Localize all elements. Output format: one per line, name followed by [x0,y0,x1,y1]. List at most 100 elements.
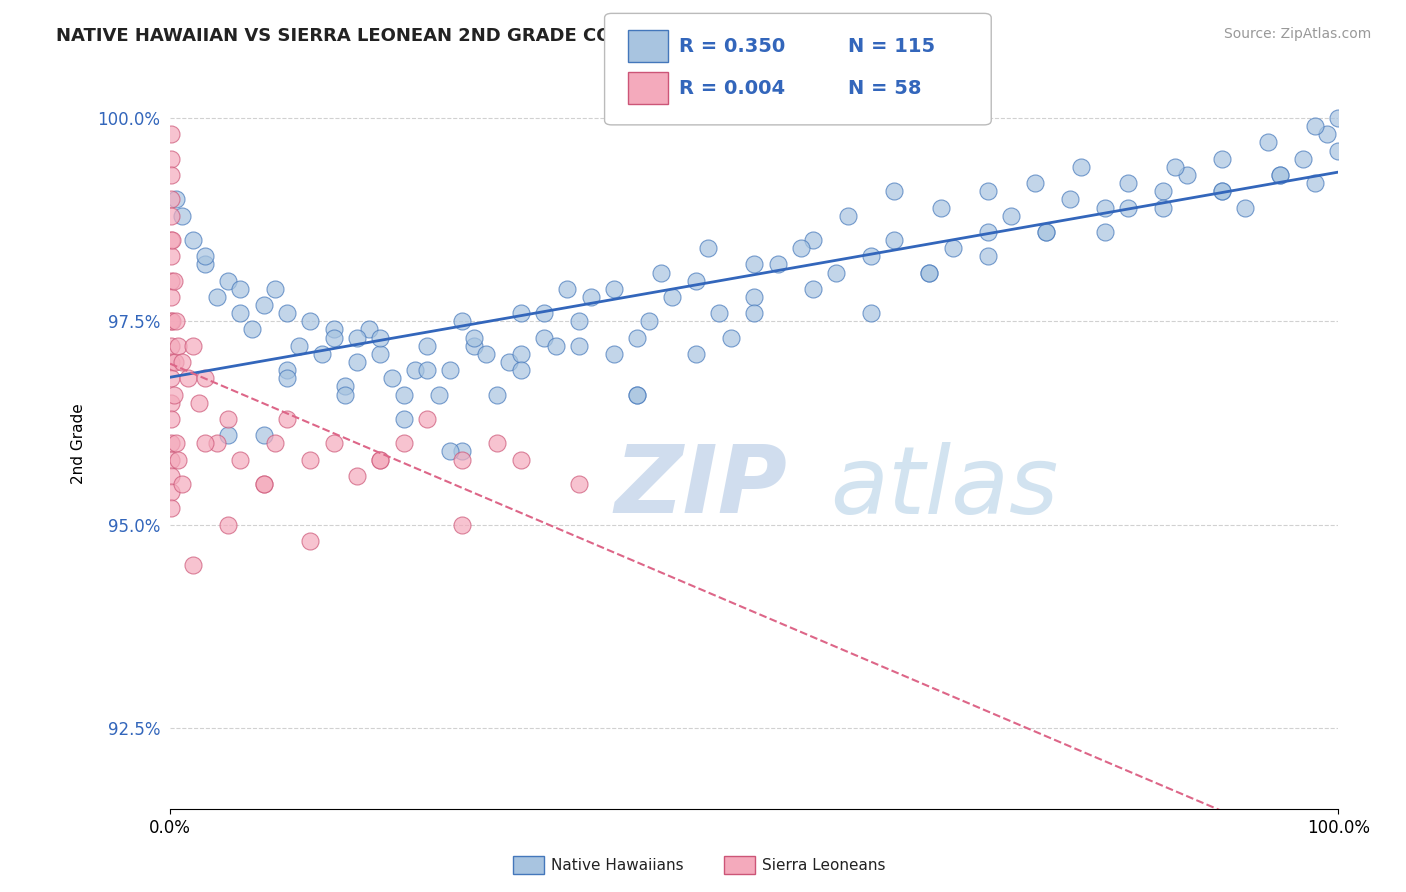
Point [416,412,439,426]
Point [860,306,883,320]
Point [194,436,217,450]
Point [1035,225,1057,239]
Point [160,452,183,467]
Point [404,363,426,377]
Point [486,436,509,450]
Point [626,387,648,401]
Point [165,193,187,207]
Point [167,452,190,467]
Point [160,274,183,288]
Point [696,241,718,255]
Y-axis label: 2nd Grade: 2nd Grade [72,403,86,483]
Point [790,241,813,255]
Point [163,355,186,369]
Point [218,412,240,426]
Point [311,347,333,361]
Point [160,233,183,247]
Point [1094,201,1116,215]
Point [370,330,392,344]
Point [555,282,578,296]
Point [160,395,183,409]
Point [252,428,274,442]
Point [1152,201,1174,215]
Point [1000,209,1022,223]
Point [626,387,648,401]
Point [346,468,368,483]
Point [709,306,731,320]
Point [160,290,183,304]
Point [170,209,193,223]
Point [160,193,183,207]
Point [276,371,298,385]
Point [603,282,626,296]
Point [346,355,368,369]
Point [977,184,1000,198]
Point [568,339,591,353]
Point [357,322,380,336]
Point [299,452,322,467]
Point [392,387,415,401]
Text: Sierra Leoneans: Sierra Leoneans [762,858,886,872]
Point [860,249,883,263]
Point [160,152,183,166]
Point [451,452,474,467]
Point [188,395,211,409]
Point [264,436,287,450]
Point [486,387,509,401]
Point [229,282,252,296]
Point [346,330,368,344]
Point [742,257,765,271]
Point [1164,160,1187,174]
Point [205,436,228,450]
Point [276,412,298,426]
Point [685,347,707,361]
Point [162,274,184,288]
Point [194,257,217,271]
Point [568,314,591,328]
Point [1316,128,1339,142]
Text: N = 115: N = 115 [848,37,935,56]
Point [160,371,183,385]
Point [1059,193,1081,207]
Point [170,477,193,491]
Point [160,249,183,263]
Text: Native Hawaiians: Native Hawaiians [551,858,683,872]
Point [1070,160,1092,174]
Point [638,314,661,328]
Point [381,371,404,385]
Point [533,330,555,344]
Point [568,477,591,491]
Point [1303,176,1326,190]
Point [1327,111,1350,125]
Point [451,444,474,458]
Point [370,347,392,361]
Point [1292,152,1315,166]
Point [1152,184,1174,198]
Point [322,436,344,450]
Point [160,128,183,142]
Point [162,387,184,401]
Point [650,266,672,280]
Point [463,330,485,344]
Point [439,363,461,377]
Point [229,452,252,467]
Point [335,387,357,401]
Point [416,363,439,377]
Text: R = 0.350: R = 0.350 [679,37,786,56]
Point [977,249,1000,263]
Point [544,339,567,353]
Point [162,233,184,247]
Point [218,428,240,442]
Point [370,452,392,467]
Point [183,558,205,573]
Point [276,306,298,320]
Text: Source: ZipAtlas.com: Source: ZipAtlas.com [1223,27,1371,41]
Point [264,282,287,296]
Point [1211,184,1233,198]
Point [165,314,187,328]
Point [1024,176,1046,190]
Point [439,444,461,458]
Point [801,282,824,296]
Point [1327,144,1350,158]
Point [837,209,859,223]
